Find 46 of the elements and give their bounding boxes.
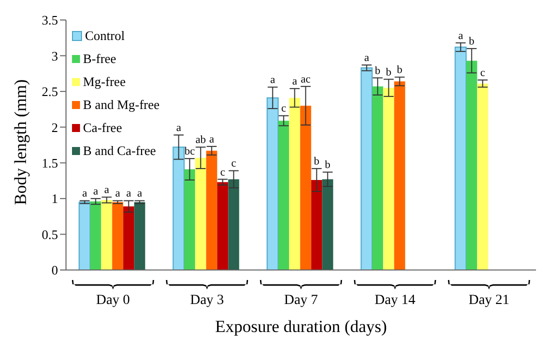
data-label: a [176,122,182,134]
x-tick-label: Day 14 [374,293,416,308]
data-label: b [314,156,320,168]
legend-label: B-free [83,50,116,66]
x-tick-label: Day 0 [96,293,130,308]
data-label: a [93,186,98,198]
data-label: b [374,64,381,77]
y-tick-label: 3 [52,48,58,64]
data-label: a [458,30,464,42]
data-label: a [115,188,120,200]
legend-label: Mg-free [83,74,126,90]
x-tick-label: Day 21 [468,293,510,308]
data-label: a [209,133,214,146]
legend-label: B and Ca-free [83,142,156,158]
data-label: a [137,188,142,200]
data-label: b [386,66,392,78]
legend-label: Ca-free [83,120,122,136]
y-tick-label: 0.5 [42,226,58,242]
data-label: c [480,67,486,79]
data-label: a [364,52,370,64]
data-label: a [126,188,132,200]
y-tick-label: 0 [52,262,58,278]
data-label: b [468,36,475,48]
legend-label: Control [85,28,125,44]
data-label: c [281,102,286,115]
data-label: ab [195,134,206,146]
data-label: a [292,76,298,88]
x-tick-label: Day 7 [284,293,318,308]
x-tick-label: Day 3 [190,293,224,308]
y-tick-label: 2.5 [42,84,58,100]
y-tick-label: 3.5 [42,12,58,28]
data-label: bc [184,146,195,158]
x-axis-title: Exposure duration (days) [215,317,387,336]
data-label: b [324,159,331,172]
data-label: a [82,188,88,200]
data-label: a [270,74,276,86]
data-label: a [104,184,110,196]
data-label: c [220,166,226,178]
y-tick-label: 1.5 [42,155,58,170]
data-label: c [231,158,236,170]
data-label: ac [300,73,311,86]
y-axis-title: Body length (mm) [11,79,30,205]
y-tick-label: 1 [52,191,58,206]
legend-label: B and Mg-free [83,96,160,112]
y-tick-label: 2 [52,120,58,135]
data-label: b [396,64,403,76]
